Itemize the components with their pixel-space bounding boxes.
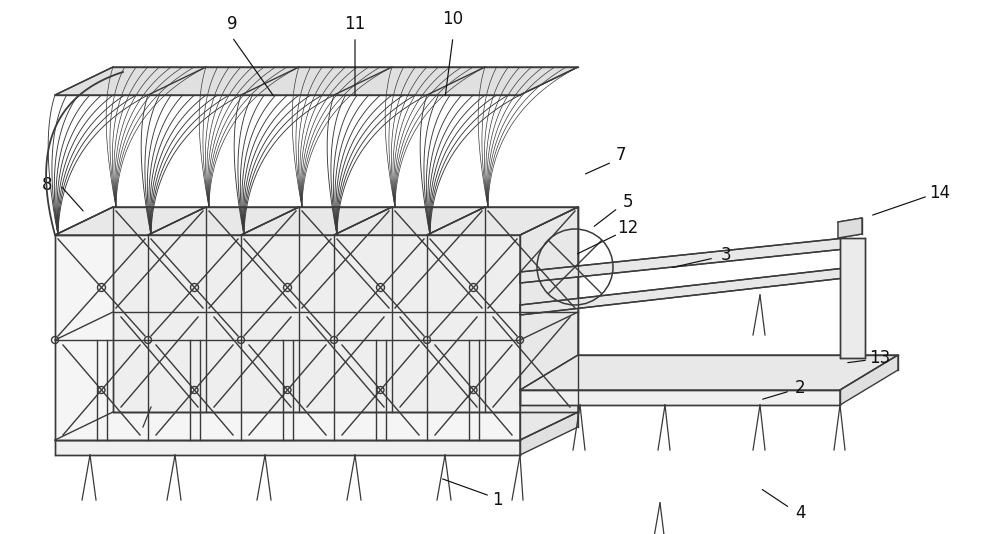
Polygon shape xyxy=(520,268,845,315)
Text: 12: 12 xyxy=(617,219,639,237)
Text: 13: 13 xyxy=(869,349,891,367)
Text: 9: 9 xyxy=(227,15,237,33)
Polygon shape xyxy=(520,390,840,405)
Polygon shape xyxy=(520,412,578,455)
Text: 10: 10 xyxy=(442,10,464,28)
Polygon shape xyxy=(113,207,578,412)
Polygon shape xyxy=(840,238,865,358)
Polygon shape xyxy=(520,355,898,390)
Polygon shape xyxy=(55,440,520,455)
Polygon shape xyxy=(55,235,520,440)
Polygon shape xyxy=(55,207,578,235)
Text: 1: 1 xyxy=(492,491,502,509)
Polygon shape xyxy=(520,238,845,283)
Text: 2: 2 xyxy=(795,379,805,397)
Polygon shape xyxy=(55,412,578,440)
Text: 5: 5 xyxy=(623,193,633,211)
Polygon shape xyxy=(838,218,862,238)
Text: 8: 8 xyxy=(42,176,52,194)
Text: 4: 4 xyxy=(795,504,805,522)
Polygon shape xyxy=(840,355,898,405)
Text: 3: 3 xyxy=(721,246,731,264)
Polygon shape xyxy=(520,207,578,440)
Polygon shape xyxy=(55,67,578,95)
Text: 7: 7 xyxy=(616,146,626,164)
Text: 11: 11 xyxy=(344,15,366,33)
Text: 14: 14 xyxy=(929,184,951,202)
